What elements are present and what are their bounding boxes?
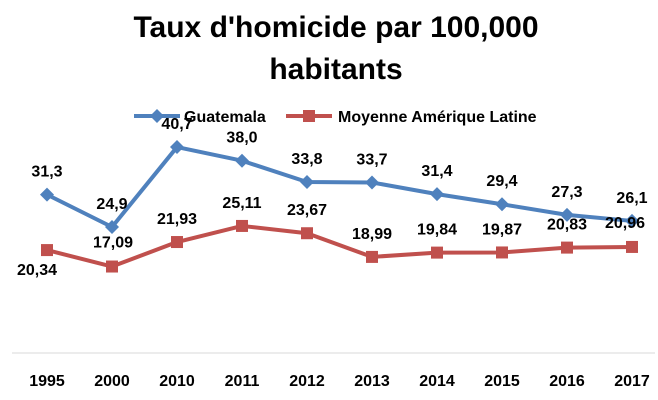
legend-label-latin-america: Moyenne Amérique Latine	[338, 109, 537, 126]
x-axis-tick-labels: 1995 2000 2010 2011 2012 2013 2014 2015 2016 2017	[29, 373, 650, 390]
data-label-guatemala-2014: 31,4	[421, 163, 452, 180]
data-label-latin-america-2016: 20,83	[547, 217, 587, 234]
x-tick-label-2015: 2015	[484, 373, 520, 390]
x-tick-label-2000: 2000	[94, 373, 130, 390]
data-label-latin-america-1995: 20,34	[17, 262, 57, 279]
chart-title-line-2: habitants	[269, 53, 402, 86]
data-point-guatemala-2012	[300, 174, 314, 189]
data-point-guatemala-2011	[235, 153, 249, 168]
data-point-latin-america-1995	[41, 244, 53, 257]
legend-marker-guatemala	[150, 109, 164, 123]
data-labels-layer: 31,3 24,9 40,7 38,0 33,8 33,7 31,4 29,4 27,3 26,1…	[17, 116, 648, 279]
data-label-latin-america-2017: 20,96	[605, 215, 645, 232]
data-point-latin-america-2014	[431, 246, 443, 259]
x-tick-label-2016: 2016	[549, 373, 585, 390]
data-point-latin-america-2017	[626, 240, 638, 253]
data-point-guatemala-2010	[170, 140, 184, 155]
data-point-guatemala-1995	[40, 187, 54, 202]
data-point-guatemala-2017	[625, 213, 639, 228]
data-label-latin-america-2011: 25,11	[222, 195, 261, 212]
data-label-guatemala-2010: 40,7	[161, 116, 192, 133]
data-point-latin-america-2011	[236, 219, 248, 232]
data-point-guatemala-2015	[495, 197, 509, 212]
chart-legend: Guatemala Moyenne Amérique Latine	[134, 109, 537, 126]
series-line-guatemala	[45, 145, 634, 230]
legend-label-guatemala: Guatemala	[184, 109, 266, 126]
data-label-latin-america-2000: 17,09	[93, 235, 133, 252]
x-tick-label-2010: 2010	[159, 373, 195, 390]
data-point-guatemala-2013	[365, 175, 379, 190]
x-tick-label-2014: 2014	[419, 373, 455, 390]
data-point-latin-america-2012	[301, 227, 313, 240]
data-label-guatemala-2000: 24,9	[96, 196, 127, 213]
data-point-latin-america-2010	[171, 236, 183, 249]
data-point-latin-america-2013	[366, 250, 378, 263]
data-label-guatemala-2015: 29,4	[486, 173, 517, 190]
data-point-latin-america-2016	[561, 241, 573, 254]
data-label-latin-america-2010: 21,93	[157, 211, 197, 228]
data-label-latin-america-2014: 19,84	[417, 222, 457, 239]
legend-entry-guatemala: Guatemala	[134, 109, 266, 126]
chart-title-line-1: Taux d'homicide par 100,000	[133, 11, 538, 44]
data-label-guatemala-2011: 38,0	[226, 130, 257, 147]
data-label-latin-america-2013: 18,99	[352, 226, 392, 243]
x-tick-label-2011: 2011	[225, 373, 260, 390]
legend-entry-latin-america: Moyenne Amérique Latine	[286, 109, 537, 126]
x-tick-label-2013: 2013	[354, 373, 390, 390]
series-line-latin-america	[45, 223, 634, 269]
x-tick-label-2017: 2017	[614, 373, 650, 390]
series-layer	[40, 140, 639, 273]
data-label-latin-america-2012: 23,67	[287, 202, 327, 219]
x-tick-label-2012: 2012	[289, 373, 325, 390]
data-label-latin-america-2015: 19,87	[482, 221, 522, 238]
data-label-guatemala-2016: 27,3	[551, 184, 582, 201]
data-point-guatemala-2016	[560, 207, 574, 222]
legend-marker-latin-america	[303, 110, 315, 122]
data-label-guatemala-2017: 26,1	[616, 190, 647, 207]
data-point-guatemala-2000	[105, 220, 119, 235]
data-label-guatemala-1995: 31,3	[31, 164, 62, 181]
data-point-guatemala-2014	[430, 187, 444, 202]
data-point-latin-america-2015	[496, 246, 508, 259]
data-label-guatemala-2013: 33,7	[356, 151, 387, 168]
x-tick-label-1995: 1995	[29, 373, 65, 390]
data-label-guatemala-2012: 33,8	[291, 151, 322, 168]
data-point-latin-america-2000	[106, 260, 118, 273]
